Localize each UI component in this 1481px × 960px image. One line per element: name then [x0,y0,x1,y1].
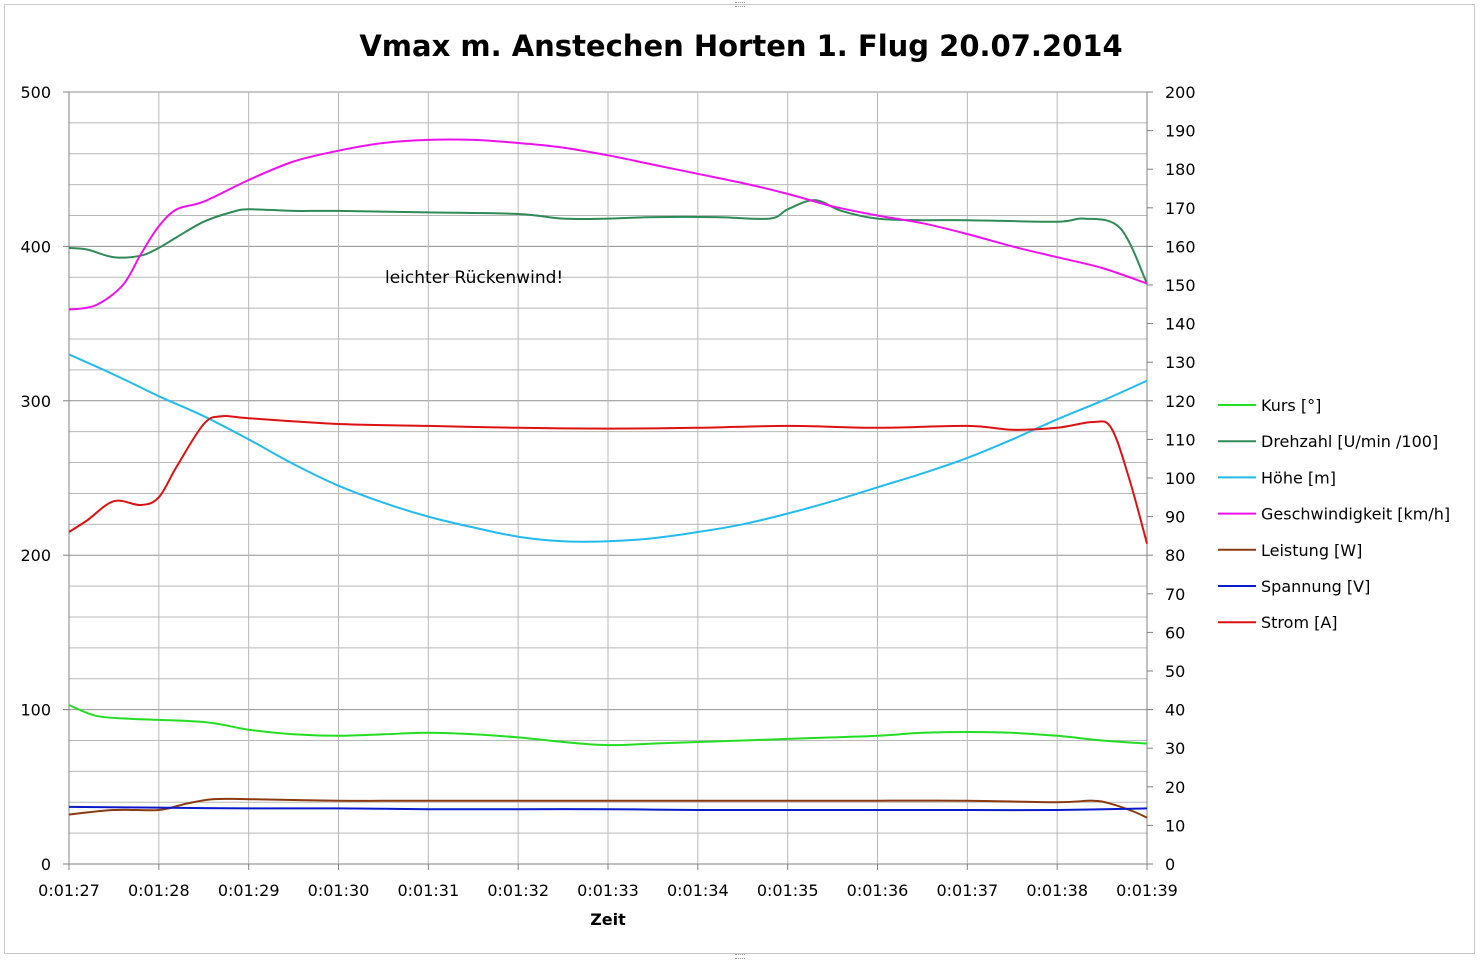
y2-tick-label: 140 [1165,315,1196,334]
y2-tick-label: 120 [1165,392,1196,411]
y-tick-label: 400 [20,237,51,256]
axes: 0 100 200 300 400 500 0 10 20 30 40 50 60 70 80 90 100 11… [20,83,1195,900]
y2-tick-label: 110 [1165,430,1196,449]
y2-tick-label: 90 [1165,508,1185,527]
y2-tick-label: 0 [1165,855,1175,874]
x-tick-label: 0:01:33 [577,881,639,900]
series-strom-a-line [68,414,1148,544]
y2-tick-label: 70 [1165,585,1185,604]
legend-entry-label: Höhe [m] [1261,468,1336,487]
legend-entry-label: Spannung [V] [1261,577,1370,596]
x-tick-label: 0:01:35 [757,881,819,900]
y2-tick-label: 10 [1165,816,1185,835]
y2-tick-label: 100 [1165,469,1196,488]
legend-entry-label: Strom [A] [1261,613,1338,632]
y2-tick-label: 30 [1165,739,1185,758]
resize-handle-top[interactable] [735,2,745,7]
y2-tick-label: 200 [1165,83,1196,102]
x-tick-label: 0:01:30 [308,881,370,900]
y2-tick-label: 60 [1165,623,1185,642]
x-tick-label: 0:01:29 [218,881,280,900]
x-tick-label: 0:01:32 [487,881,549,900]
series-leistung-w-line [68,797,1148,819]
x-axis-title: Zeit [590,910,626,929]
legend-entry-label: Leistung [W] [1261,541,1362,560]
x-tick-label: 0:01:38 [1026,881,1088,900]
series-geschwindigkeit-km-h-line [68,138,1148,311]
y-tick-label: 0 [41,855,51,874]
y2-tick-label: 80 [1165,546,1185,565]
series-lines [68,138,1148,819]
y2-tick-label: 130 [1165,353,1196,372]
y-tick-label: 300 [20,392,51,411]
y-tick-label: 500 [20,83,51,102]
y2-tick-label: 40 [1165,701,1185,720]
chart-title: Vmax m. Anstechen Horten 1. Flug 20.07.2… [359,29,1122,63]
y-tick-label: 100 [20,701,51,720]
y2-tick-label: 20 [1165,778,1185,797]
x-tick-label: 0:01:34 [667,881,729,900]
x-tick-label: 0:01:28 [128,881,190,900]
y-tick-label: 200 [20,546,51,565]
x-tick-label: 0:01:27 [38,881,100,900]
y2-tick-label: 50 [1165,662,1185,681]
y2-tick-label: 150 [1165,276,1196,295]
x-tick-label: 0:01:31 [397,881,459,900]
y2-tick-label: 170 [1165,199,1196,218]
resize-handle-bottom[interactable] [735,954,745,959]
y2-tick-label: 190 [1165,122,1196,141]
legend-entry-label: Geschwindigkeit [km/h] [1261,505,1450,524]
gridlines [69,91,1148,864]
series-kurs-line [68,704,1148,747]
chart-annotation: leichter Rückenwind! [385,268,563,288]
x-tick-label: 0:01:37 [936,881,998,900]
x-tick-label: 0:01:39 [1116,881,1178,900]
y2-tick-label: 180 [1165,160,1196,179]
x-tick-label: 0:01:36 [847,881,909,900]
y2-tick-label: 160 [1165,237,1196,256]
series-h-he-m-line [68,353,1148,543]
series-drehzahl-u-min-100-line [68,199,1148,284]
legend-entry-label: Drehzahl [U/min /100] [1261,432,1438,451]
legend: Kurs [°] Drehzahl [U/min /100] Höhe [m] Ges… [1218,396,1450,632]
legend-entry-label: Kurs [°] [1261,396,1321,415]
series-spannung-v-line [68,805,1148,812]
